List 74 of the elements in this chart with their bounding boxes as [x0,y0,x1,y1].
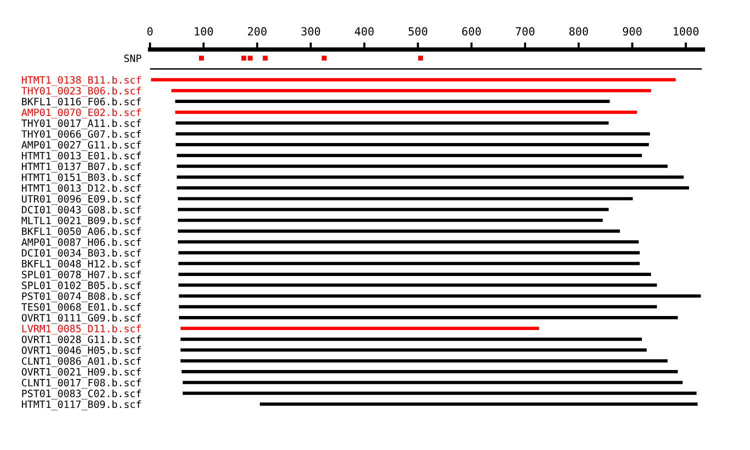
y-tick-label: HTMT1_0138_B11.b.scf [22,76,141,86]
x-tick-label: 300 [301,27,320,36]
y-tick-label: DCI01_0034_B03.b.scf [22,248,141,259]
y-tick-label: THY01_0023_B06.b.scf [21,86,141,97]
bar [176,154,642,158]
bar [151,78,676,82]
y-tick-label: HTMT1_0137_B07.b.scf [22,162,141,172]
bar [178,240,639,244]
x-tick-label: 200 [248,27,266,36]
bar [178,284,657,287]
y-tick-label: BKFL1_0048_H12.b.scf [22,260,141,270]
y-tick-label: SPL01_0078_H07.b.scf [22,270,141,281]
bar [182,380,683,384]
bar [178,305,657,308]
y-tick-label: HTMT1_0013_D12.b.scf [22,184,141,194]
bar [260,402,698,406]
y-tick-label: HTMT1_0151_B03.b.scf [22,173,141,184]
x-tick-label: 600 [462,27,481,36]
y-tick-label: AMP01_0087_H06.b.scf [21,238,141,248]
x-tick-label: 400 [354,27,374,36]
y-tick-label: AMP01_0027_G11.b.scf [21,140,141,151]
x-tick-label: 900 [622,27,642,36]
x-tick-label: 800 [569,27,588,36]
bar [176,186,690,190]
bar [178,218,603,222]
bar [178,208,609,212]
x-tick-label: 700 [516,27,534,36]
bar [182,370,678,374]
y-tick-label: BKFL1_0050_A06.b.scf [22,227,141,238]
bar [178,230,620,233]
bar [178,251,640,254]
bar [175,110,638,114]
y-tick-label: PST01_0074_B08.b.scf [22,292,141,302]
bar [176,164,668,168]
y-tick-label: CLNT1_0086_A01.b.scf [22,357,141,368]
bar [178,316,678,320]
y-tick-label: CLNT1_0017_F08.b.scf [22,378,141,389]
bar [178,197,633,200]
bar [176,121,609,125]
x-tick-label: 500 [408,27,428,36]
bar [180,348,647,352]
bar [176,175,684,179]
bar [178,294,701,298]
y-tick-label: HTMT1_0013_E01.b.scf [22,152,141,162]
y-tick-label: AMP01_0070_E02.b.scf [21,108,141,118]
bar [178,272,651,276]
y-tick-label: LVRM1_0085_D11.b.scf [22,324,141,335]
y-tick-label: UTR01_0096_E09.b.scf [22,194,141,205]
bar [180,338,642,341]
bar [176,143,649,146]
bar [182,392,697,395]
y-tick-label: BKFL1_0116_F06.b.scf [22,98,141,108]
x-tick-label: 100 [194,27,213,36]
bar [178,262,640,266]
y-tick-label: TES01_0068_E01.b.scf [21,303,141,313]
y-tick-label: THY01_0017_A11.b.scf [21,119,141,130]
x-tick-label: 1000 [674,27,698,36]
y-tick-label: OVRT1_0111_G09.b.scf [22,314,141,324]
y-tick-label: OVRT1_0028_G11.b.scf [22,335,141,346]
y-tick-label: OVRT1_0046_H05.b.scf [22,346,141,356]
bar [176,132,650,136]
y-tick-label: HTMT1_0117_B09.b.scf [22,400,141,410]
y-tick-label: SPL01_0102_B05.b.scf [22,281,141,292]
y-tick-label: DCI01_0043_G08.b.scf [22,206,141,216]
bar [175,100,610,104]
bar [180,326,540,330]
y-tick-label: SNP [124,54,142,62]
bar [180,359,668,362]
y-tick-label: PST01_0083_C02.b.scf [22,389,141,400]
y-tick-label: MLTL1_0021_B09.b.scf [22,216,141,226]
bar [171,88,651,92]
x-tick-label: 0 [147,27,153,36]
y-tick-label: THY01_0066_G07.b.scf [21,130,141,140]
y-tick-label: OVRT1_0021_H09.b.scf [22,368,141,378]
